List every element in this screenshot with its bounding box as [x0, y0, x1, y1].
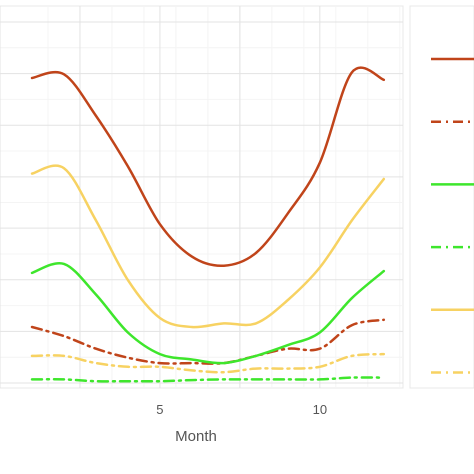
series-line-2 — [30, 318, 386, 365]
series-line-6 — [30, 352, 386, 374]
x-tick-label: 5 — [156, 402, 163, 417]
x-axis-title: Month — [175, 428, 217, 445]
series-line-1 — [30, 66, 386, 268]
series-layer — [30, 66, 386, 383]
series-line-5 — [30, 261, 386, 365]
x-tick-label: 10 — [313, 402, 327, 417]
series-line-3 — [30, 164, 386, 329]
grid-major — [0, 6, 403, 388]
legend-box — [409, 5, 474, 389]
series-line-4 — [30, 376, 386, 383]
x-tick-labels: 5 10 — [156, 402, 327, 417]
legend — [431, 57, 474, 374]
